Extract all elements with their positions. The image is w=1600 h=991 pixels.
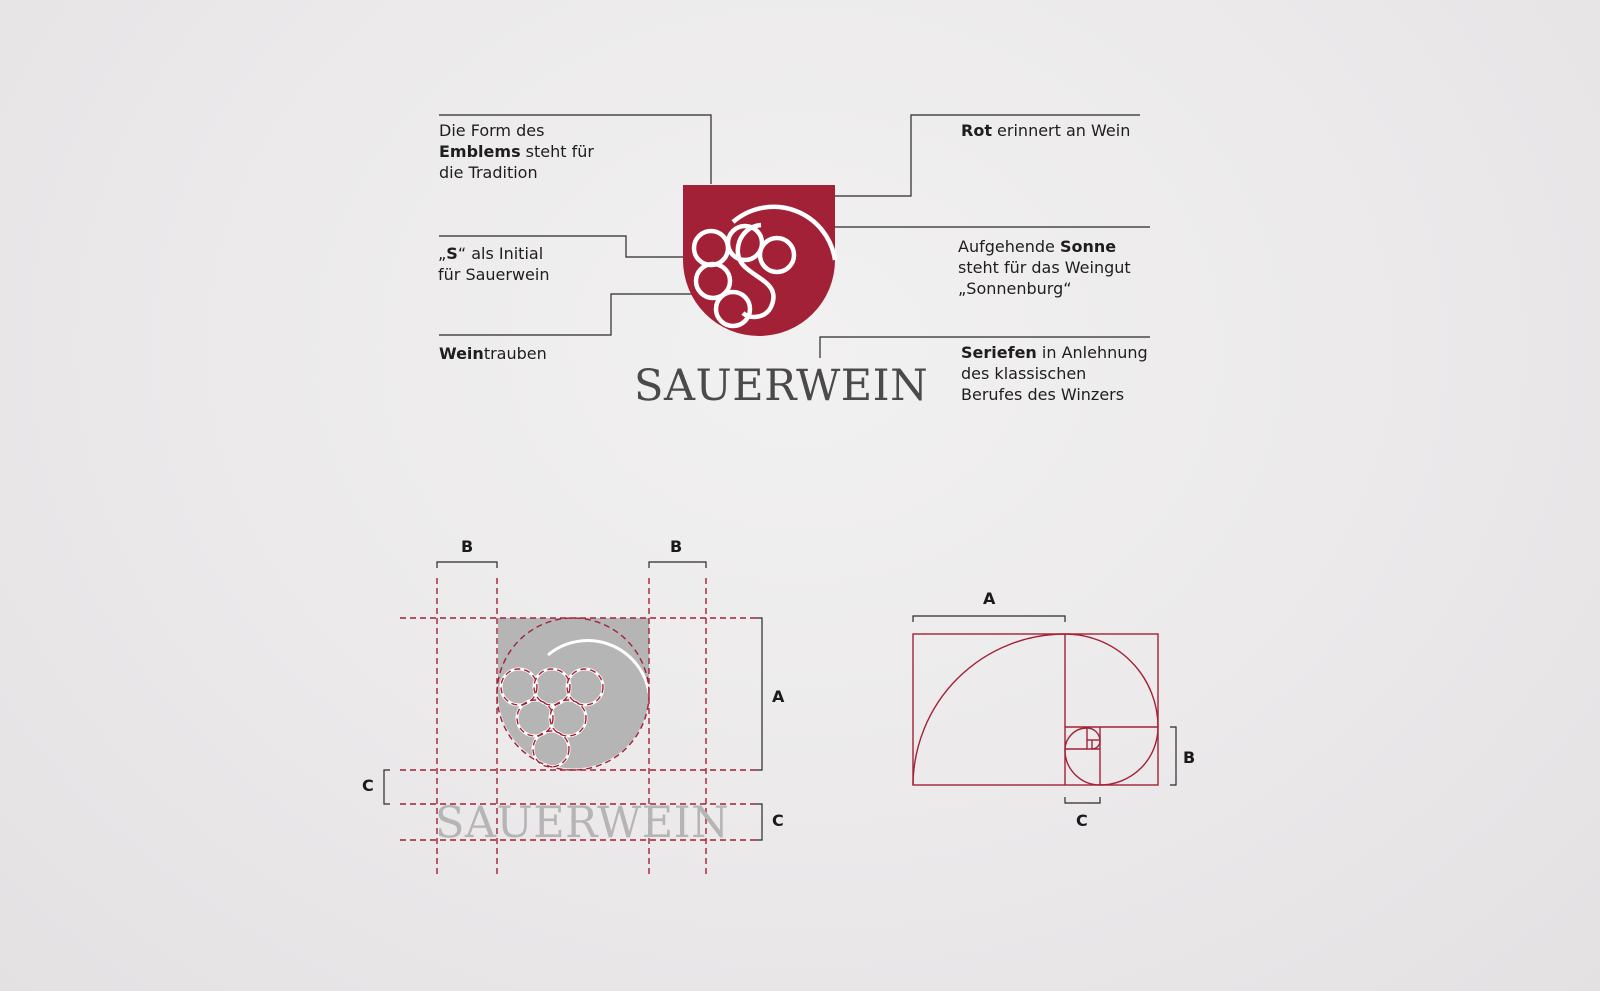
bracket-golden-c xyxy=(1064,797,1101,804)
label-a: A xyxy=(772,687,785,706)
golden-label-b: B xyxy=(1183,748,1196,767)
golden-spiral xyxy=(912,633,1159,786)
leader-emblem xyxy=(439,114,712,184)
sun-arc-icon xyxy=(731,204,838,261)
leader-serif xyxy=(819,336,1150,358)
leader-initial xyxy=(439,235,718,258)
caption-serif: Seriefen in Anlehnung des klassischen Be… xyxy=(961,343,1148,404)
bracket-a xyxy=(756,617,763,771)
caption-sun: Aufgehende Sonne steht für das Weingut „… xyxy=(958,237,1131,298)
grape-icon xyxy=(757,235,797,275)
label-c-left: C xyxy=(362,776,374,795)
caption-red: Rot erinnert an Wein xyxy=(961,121,1131,140)
golden-label-c: C xyxy=(1076,811,1088,830)
bracket-golden-a xyxy=(912,615,1066,622)
bracket-c-left xyxy=(383,769,390,805)
construction-wordmark: SAUERWEIN xyxy=(435,798,730,848)
caption-initial: „S“ als Initial für Sauerwein xyxy=(438,244,550,284)
label-c-right: C xyxy=(772,811,784,830)
emblem xyxy=(683,185,838,336)
bracket-b-right xyxy=(648,561,707,568)
label-b-left: B xyxy=(461,537,474,556)
caption-grapes: Weintrauben xyxy=(439,344,547,363)
logo-wordmark: SAUERWEIN xyxy=(634,361,929,411)
bracket-b-left xyxy=(436,561,498,568)
golden-label-a: A xyxy=(983,589,996,608)
leader-grapes xyxy=(439,293,700,336)
golden-rect-outer xyxy=(912,633,1159,786)
bracket-c-right xyxy=(756,803,763,841)
grape-icon xyxy=(713,289,753,329)
label-b-right: B xyxy=(670,537,683,556)
s-initial-icon xyxy=(735,222,776,320)
bracket-golden-b xyxy=(1170,726,1177,786)
caption-emblem: Die Form des Emblems steht für die Tradi… xyxy=(439,121,594,182)
grape-icon xyxy=(693,261,733,301)
leader-red xyxy=(820,114,1140,197)
